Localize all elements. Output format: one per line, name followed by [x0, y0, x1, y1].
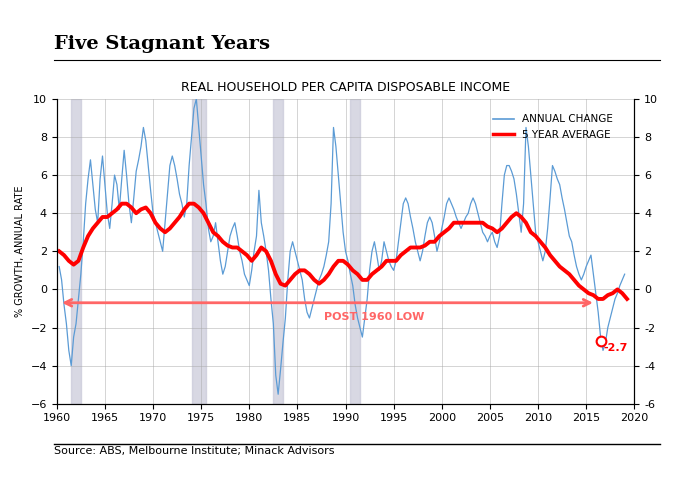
Text: Five Stagnant Years: Five Stagnant Years — [54, 35, 270, 53]
Legend: ANNUAL CHANGE, 5 YEAR AVERAGE: ANNUAL CHANGE, 5 YEAR AVERAGE — [489, 110, 618, 144]
Text: -2.7: -2.7 — [604, 343, 628, 353]
5 YEAR AVERAGE — [594, 296, 602, 302]
Bar — [351, 99, 360, 404]
Title: REAL HOUSEHOLD PER CAPITA DISPOSABLE INCOME: REAL HOUSEHOLD PER CAPITA DISPOSABLE INC… — [181, 81, 510, 94]
Text: POST 1960 LOW: POST 1960 LOW — [324, 312, 425, 322]
5 YEAR AVERAGE — [623, 296, 631, 302]
ANNUAL CHANGE — [476, 220, 485, 226]
ANNUAL CHANGE — [274, 391, 282, 397]
ANNUAL CHANGE — [621, 271, 629, 277]
Bar — [273, 99, 283, 404]
ANNUAL CHANGE — [192, 96, 201, 102]
5 YEAR AVERAGE — [392, 258, 400, 264]
Text: Source: ABS, Melbourne Institute; Minack Advisors: Source: ABS, Melbourne Institute; Minack… — [54, 446, 334, 456]
5 YEAR AVERAGE — [176, 214, 184, 220]
Line: ANNUAL CHANGE: ANNUAL CHANGE — [59, 99, 625, 394]
ANNUAL CHANGE — [279, 340, 287, 346]
ANNUAL CHANGE — [512, 191, 520, 197]
Line: 5 YEAR AVERAGE: 5 YEAR AVERAGE — [59, 204, 627, 299]
5 YEAR AVERAGE — [474, 220, 482, 226]
Bar — [71, 99, 81, 404]
ANNUAL CHANGE — [55, 264, 63, 270]
5 YEAR AVERAGE — [546, 252, 554, 258]
Y-axis label: % GROWTH, ANNUAL RATE: % GROWTH, ANNUAL RATE — [15, 185, 25, 317]
5 YEAR AVERAGE — [118, 201, 126, 207]
ANNUAL CHANGE — [289, 239, 297, 245]
5 YEAR AVERAGE — [55, 248, 63, 255]
Bar — [192, 99, 206, 404]
5 YEAR AVERAGE — [517, 214, 525, 220]
ANNUAL CHANGE — [106, 225, 114, 231]
ANNUAL CHANGE — [365, 267, 374, 273]
5 YEAR AVERAGE — [238, 248, 246, 255]
